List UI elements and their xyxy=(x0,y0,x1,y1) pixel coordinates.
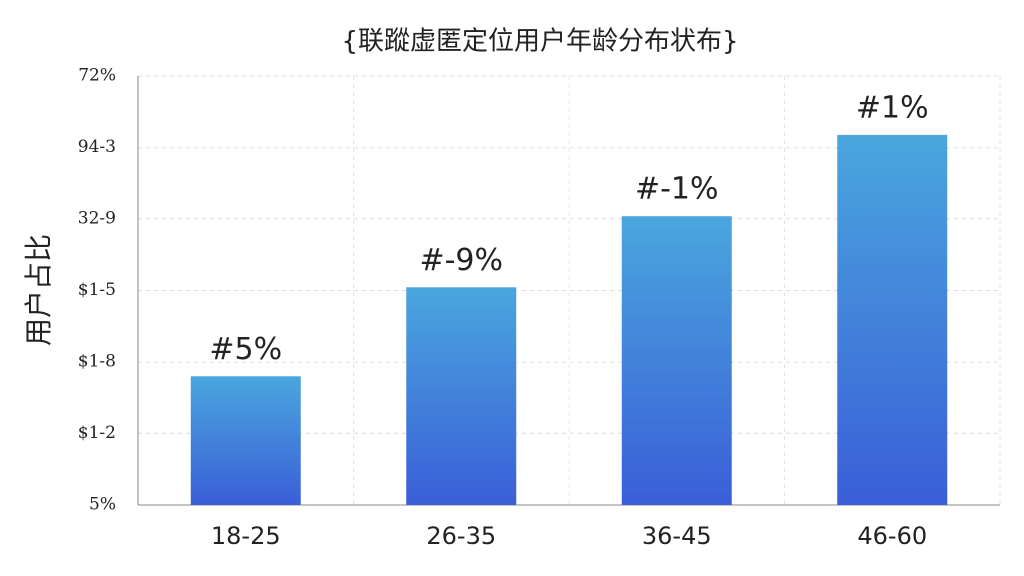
y-tick-label: 5% xyxy=(89,495,116,515)
chart-title: {联蹤虚匿定位用户年龄分布状布} xyxy=(341,27,738,57)
y-axis-label: 用户占比 xyxy=(22,234,55,346)
y-tick-label: $1-8 xyxy=(78,352,116,372)
value-label: #-9% xyxy=(419,243,503,278)
x-tick-label: 36-45 xyxy=(642,522,712,550)
x-tick-label: 46-60 xyxy=(857,522,927,550)
bar xyxy=(406,287,517,505)
value-label: #1% xyxy=(856,90,929,125)
y-tick-label: $1-2 xyxy=(78,423,116,443)
bar xyxy=(190,376,301,505)
bar xyxy=(837,134,948,505)
y-tick-label: 94-3 xyxy=(78,137,116,157)
bar xyxy=(621,216,732,505)
y-tick-label: 32-9 xyxy=(78,208,116,228)
x-tick-label: 18-25 xyxy=(211,522,281,550)
value-label: #-1% xyxy=(635,172,719,207)
y-tick-label: 72% xyxy=(78,66,116,86)
y-tick-label: $1-5 xyxy=(78,280,116,300)
value-label: #5% xyxy=(209,332,282,367)
x-tick-label: 26-35 xyxy=(426,522,496,550)
